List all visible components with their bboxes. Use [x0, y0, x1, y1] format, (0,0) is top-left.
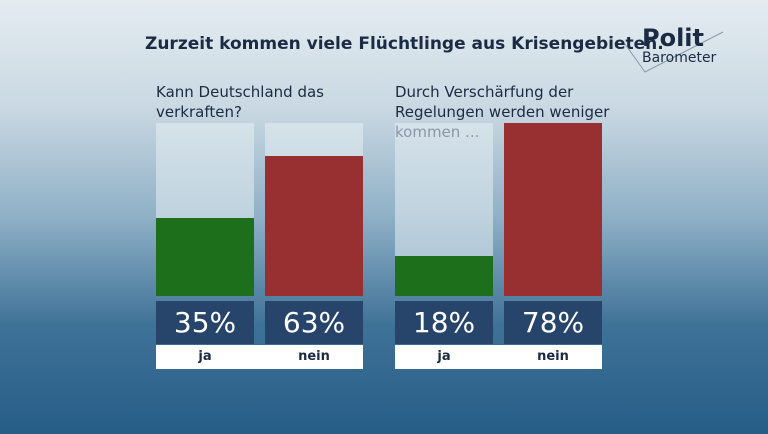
bar-track — [395, 123, 493, 296]
label-strip — [156, 345, 363, 369]
category-label: nein — [298, 349, 330, 364]
category-label: ja — [437, 349, 451, 364]
value-label: 35% — [156, 301, 254, 344]
bar-nein — [504, 123, 602, 296]
logo-line1: Polit — [642, 24, 705, 52]
bar-track — [504, 123, 602, 296]
politbarometer-logo: Polit Barometer — [625, 24, 725, 74]
chart-question: Kann Deutschland das verkraften? — [156, 83, 324, 121]
bar-ja — [395, 256, 493, 296]
bar-track — [265, 123, 363, 296]
bar-nein — [265, 156, 363, 296]
category-label: ja — [198, 349, 212, 364]
category-label: nein — [537, 349, 569, 364]
checkmark-icon — [625, 31, 724, 73]
logo-line2: Barometer — [642, 50, 717, 66]
value-label: 18% — [395, 301, 493, 344]
bar-ja — [156, 218, 254, 296]
page-title: Zurzeit kommen viele Flüchtlinge aus Kri… — [145, 34, 664, 54]
bar-track — [156, 123, 254, 296]
value-label: 63% — [265, 301, 363, 344]
value-label: 78% — [504, 301, 602, 344]
label-strip — [395, 345, 602, 369]
